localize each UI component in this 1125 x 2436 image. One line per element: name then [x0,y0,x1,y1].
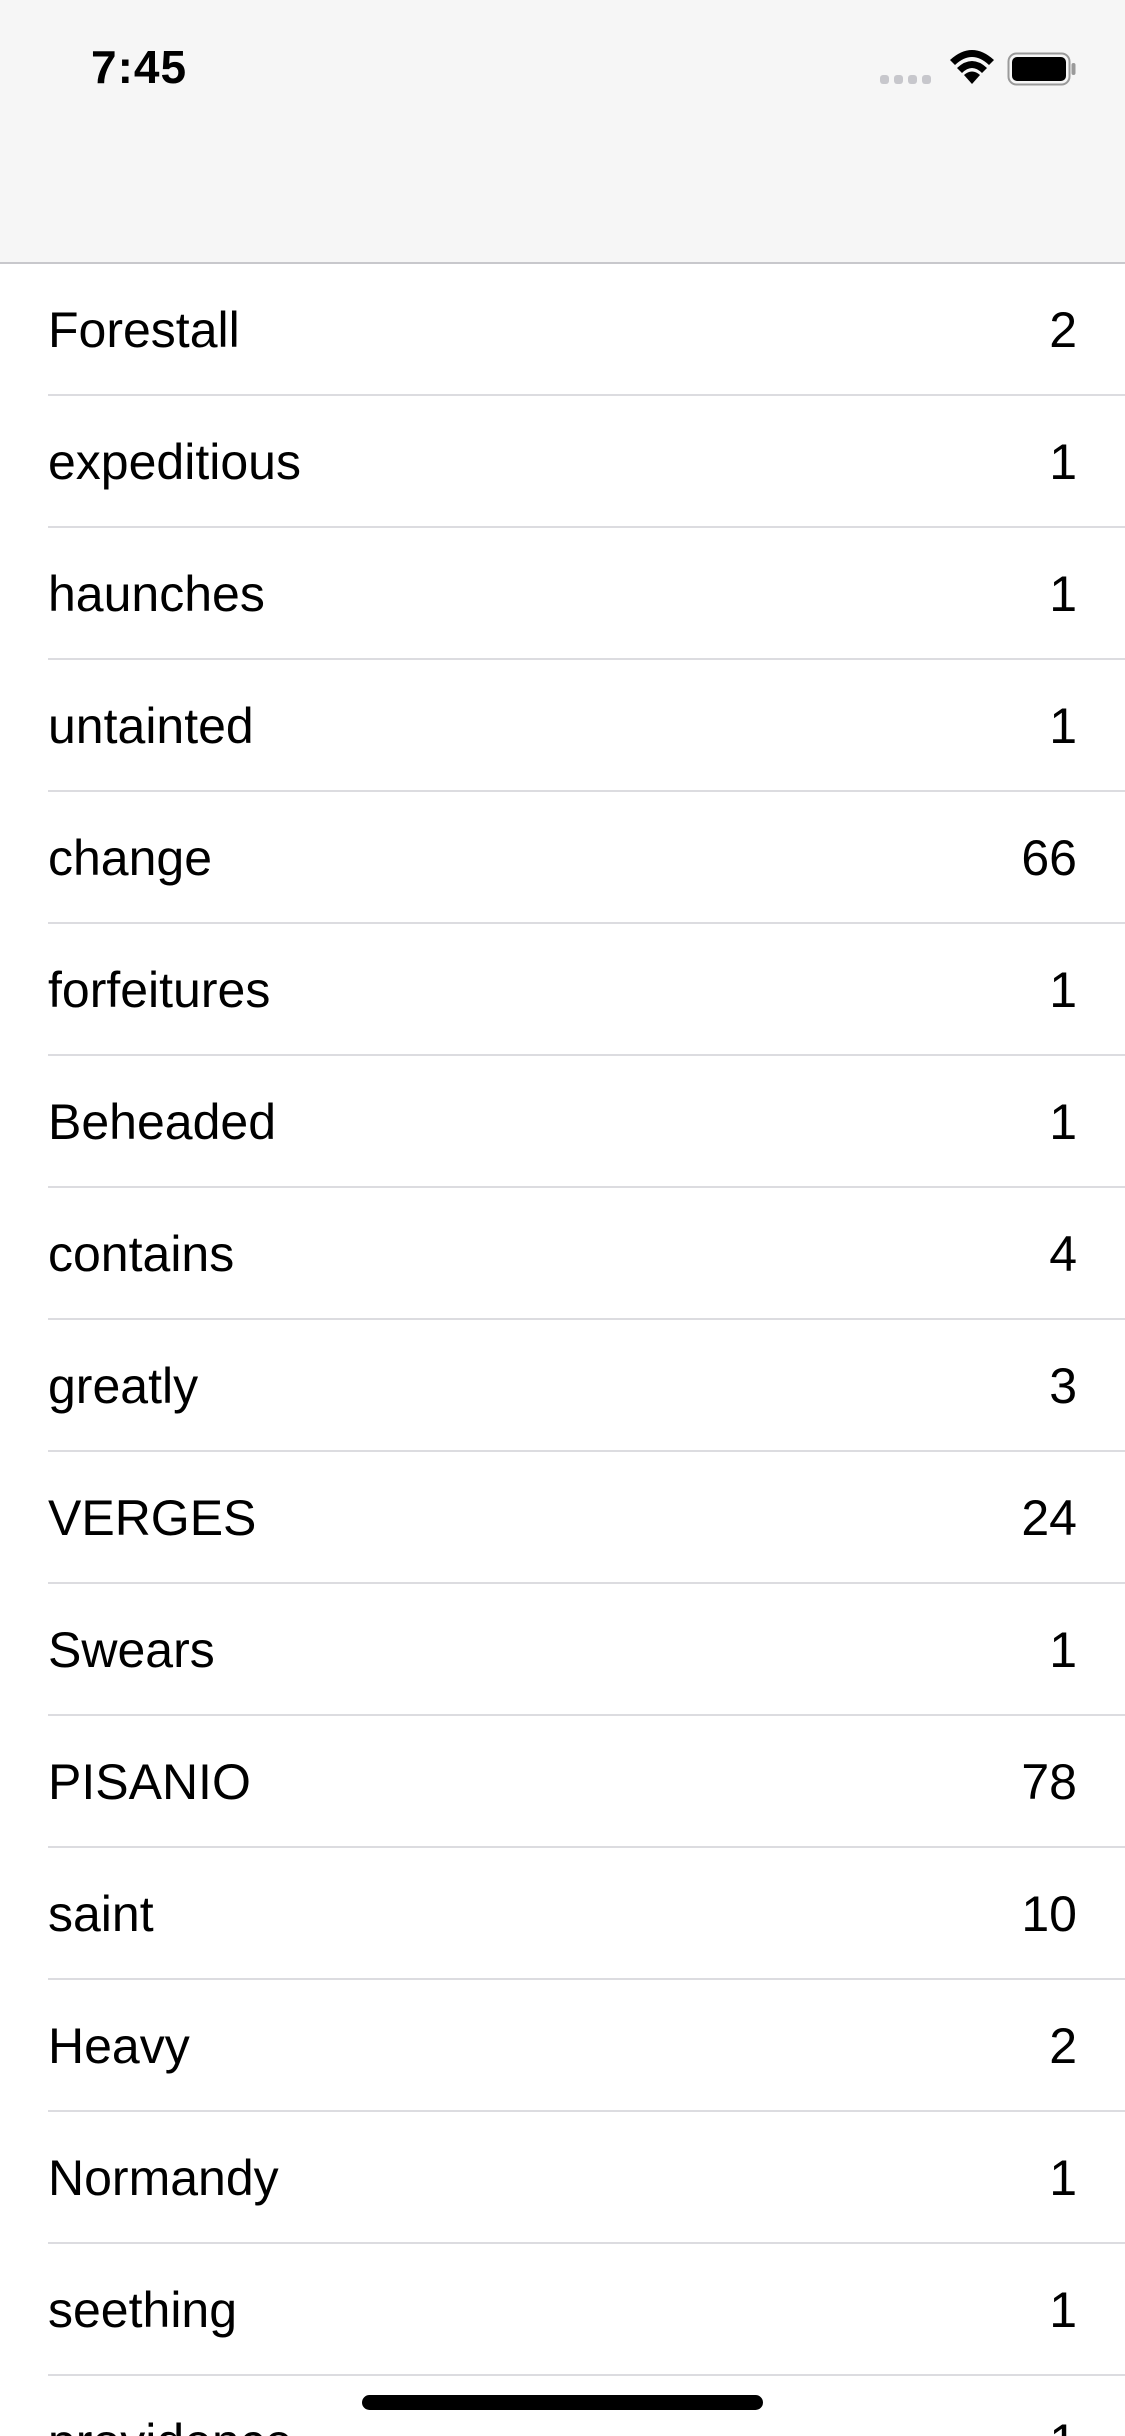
word-count-list: Forestall 2 expeditious 1 haunches 1 untainted… [0,264,1125,2436]
list-item[interactable]: saint 10 [0,1848,1125,1980]
cellular-signal-icon [880,74,934,86]
word-label: expeditious [48,434,301,490]
list-item[interactable]: forfeitures 1 [0,924,1125,1056]
list-item[interactable]: Normandy 1 [0,2112,1125,2244]
word-count: 1 [1049,434,1077,490]
word-count: 4 [1049,1226,1077,1282]
word-count: 1 [1049,566,1077,622]
word-count: 2 [1049,302,1077,358]
status-time: 7:45 [91,41,188,93]
list-item[interactable]: Heavy 2 [0,1980,1125,2112]
word-label: untainted [48,698,254,754]
word-label: Swears [48,1622,215,1678]
navigation-bar: 7:45 [0,0,1125,264]
word-count: 3 [1049,1358,1077,1414]
word-label: forfeitures [48,962,271,1018]
word-count: 1 [1049,2150,1077,2206]
word-count: 1 [1049,1622,1077,1678]
wifi-icon [950,50,994,84]
word-count: 10 [1021,1886,1077,1942]
word-label: change [48,830,213,886]
list-item[interactable]: untainted 1 [0,660,1125,792]
word-count: 1 [1049,962,1077,1018]
list-item[interactable]: Beheaded 1 [0,1056,1125,1188]
word-label: Beheaded [48,1094,277,1150]
home-indicator[interactable] [362,2395,763,2410]
word-label: saint [48,1886,154,1942]
list-item[interactable]: haunches 1 [0,528,1125,660]
list-item[interactable]: seething 1 [0,2244,1125,2376]
word-label: haunches [48,566,265,622]
word-count: 1 [1049,698,1077,754]
battery-icon [1007,52,1076,86]
list-item[interactable]: greatly 3 [0,1320,1125,1452]
list-item[interactable]: change 66 [0,792,1125,924]
word-count: 66 [1021,830,1077,886]
word-count: 78 [1021,1754,1077,1810]
word-label: seething [48,2282,238,2338]
word-count: 1 [1049,2282,1077,2338]
list-item[interactable]: Swears 1 [0,1584,1125,1716]
word-count: 24 [1021,1490,1077,1546]
list-item[interactable]: contains 4 [0,1188,1125,1320]
word-label: providence [48,2376,293,2436]
list-item[interactable]: providence 1 [0,2376,1125,2436]
word-label: Forestall [48,302,240,358]
word-count: 1 [1049,2376,1077,2436]
word-count: 2 [1049,2018,1077,2074]
list-item[interactable]: VERGES 24 [0,1452,1125,1584]
word-label: contains [48,1226,235,1282]
word-label: PISANIO [48,1754,251,1810]
list-item[interactable]: Forestall 2 [0,264,1125,396]
word-count: 1 [1049,1094,1077,1150]
word-label: Normandy [48,2150,279,2206]
word-label: VERGES [48,1490,257,1546]
word-label: Heavy [48,2018,190,2074]
word-label: greatly [48,1358,199,1414]
list-item[interactable]: PISANIO 78 [0,1716,1125,1848]
list-item[interactable]: expeditious 1 [0,396,1125,528]
